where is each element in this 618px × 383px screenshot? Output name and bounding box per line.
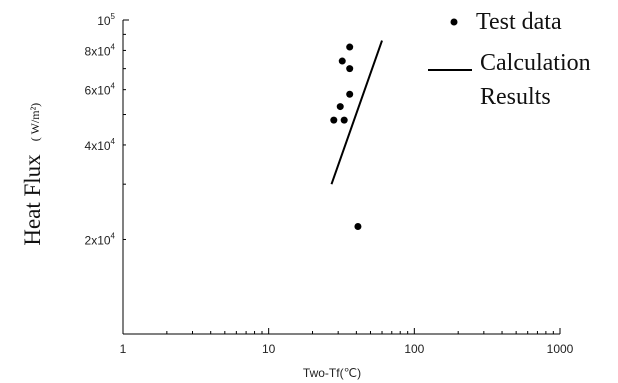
y-tick-label: 105 (97, 12, 115, 28)
axes (122, 19, 561, 335)
test-data-point (354, 222, 362, 230)
x-tick-label: 10 (262, 342, 276, 356)
y-tick-label: 4x104 (85, 137, 116, 153)
x-tick-label: 100 (404, 342, 424, 356)
test-data-point (340, 116, 348, 124)
legend-label-calculation: Calculation (480, 50, 591, 76)
y-tick-label: 6x104 (85, 82, 116, 98)
x-tick-label: 1 (120, 342, 127, 356)
test-data-point (346, 90, 354, 98)
legend-label-test-data: Test data (476, 9, 562, 35)
y-axis-title: Heat Flux (20, 154, 45, 246)
test-data-point (346, 43, 354, 51)
y-axis-label: Heat Flux ( W/m²) (20, 103, 45, 246)
test-data-point (330, 116, 338, 124)
test-data-point (338, 57, 346, 65)
y-tick-labels: 2x104 4x104 6x104 8x104 105 (85, 12, 116, 247)
test-data-point (346, 65, 354, 73)
x-axis-label: Two-Tf(℃) (303, 366, 361, 380)
plot-series (330, 40, 383, 230)
y-axis-unit: ( W/m²) (28, 103, 42, 141)
y-tick-label: 8x104 (85, 42, 116, 58)
y-tick-label: 2x104 (85, 231, 116, 247)
x-tick-label: 1000 (547, 342, 574, 356)
test-data-point (336, 103, 344, 111)
legend: Test data Calculation Results (428, 9, 591, 110)
legend-marker-test-data (450, 18, 458, 26)
x-tick-labels: 1 10 100 1000 (120, 342, 574, 356)
legend-label-results: Results (480, 84, 551, 110)
calculation-results-line (330, 40, 383, 185)
